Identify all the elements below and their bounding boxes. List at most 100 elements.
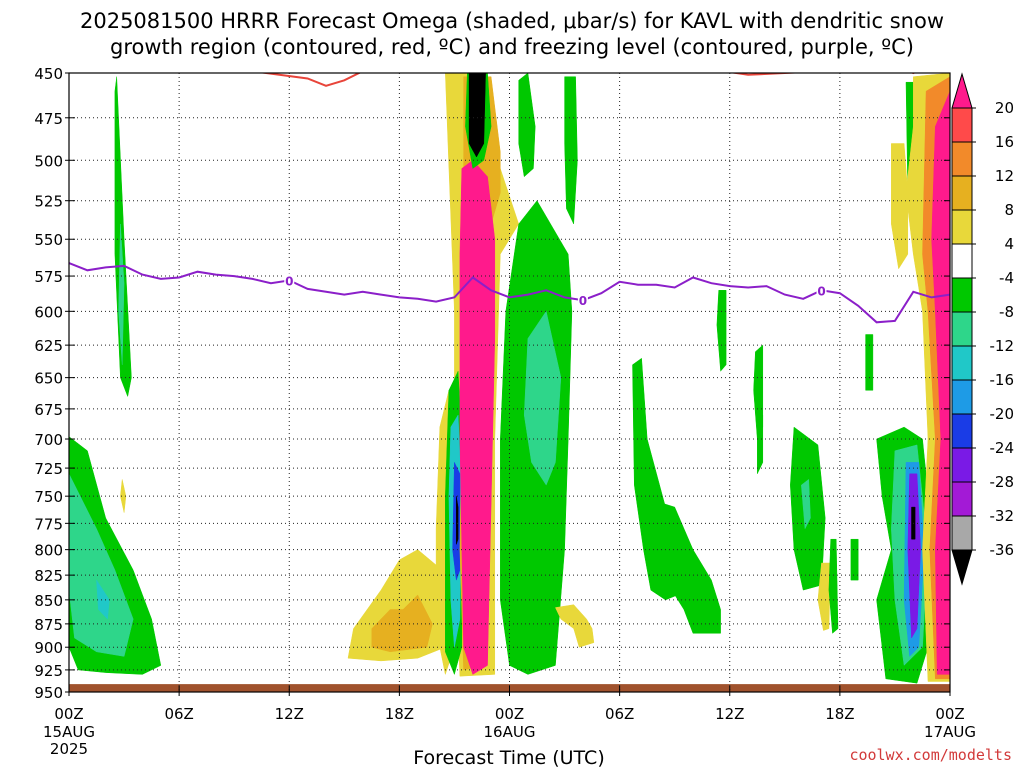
- y-tick-label-950: 950: [34, 684, 63, 702]
- colorbar-bin-8: [951, 345, 973, 381]
- omega-region-7: [371, 594, 433, 653]
- plot-area: 0 0 0: [69, 73, 950, 692]
- x-tick-label-48: 00Z: [935, 705, 964, 723]
- y-tick-label-875: 875: [34, 616, 63, 634]
- y-tick-label-750: 750: [34, 488, 63, 506]
- x-tick-label-42: 18Z: [825, 705, 854, 723]
- y-tick-label-500: 500: [34, 152, 63, 170]
- x-axis-label: Forecast Time (UTC): [413, 747, 604, 768]
- freezing-level-label-1: 0: [579, 294, 587, 308]
- y-tick-label-525: 525: [34, 193, 63, 211]
- colorbar-label-10: -24: [990, 439, 1015, 457]
- colorbar-bin-9: [951, 379, 973, 415]
- colorbar-label-4: 4: [1004, 235, 1014, 253]
- freezing-label-bg-1: [577, 293, 588, 307]
- colorbar-bin-13: [951, 515, 973, 551]
- colorbar-label-5: -4: [999, 269, 1014, 287]
- colorbar-label-3: 8: [1004, 201, 1014, 219]
- chart-title-line2: growth region (contoured, red, ºC) and f…: [110, 35, 914, 59]
- credit-text: coolwx.com/modelts: [849, 746, 1012, 764]
- y-tick-label-475: 475: [34, 110, 63, 128]
- omega-region-27: [757, 414, 764, 475]
- y-tick-label-775: 775: [34, 515, 63, 533]
- colorbar-bin-2: [951, 141, 973, 177]
- axes: 450 475 500 525 550 575 600 625 650 675 700 725 750 7…: [34, 65, 976, 758]
- omega-region-5: [120, 479, 127, 513]
- freezing-label-bg-2: [816, 283, 827, 297]
- y-tick-label-700: 700: [34, 431, 63, 449]
- omega-region-25: [716, 290, 727, 372]
- omega-region-22: [555, 604, 595, 648]
- colorbar: 20 16 12 8 4 -4 -8 -12 -16 -20 -24 -28 -32 -36: [951, 72, 1015, 586]
- omega-region-15: [459, 160, 496, 675]
- colorbar-label-7: -12: [990, 337, 1015, 355]
- colorbar-top-arrow: [951, 72, 973, 109]
- omega-region-3: [69, 473, 134, 657]
- y-tick-label-850: 850: [34, 592, 63, 610]
- colorbar-bottom-arrow: [951, 549, 973, 586]
- omega-region-17: [468, 73, 486, 158]
- colorbar-label-0: 20: [995, 99, 1014, 117]
- colorbar-label-12: -32: [990, 507, 1015, 525]
- freezing-level-label-2: 0: [817, 284, 825, 298]
- freezing-level-line: [69, 262, 950, 324]
- colorbar-label-13: -36: [990, 541, 1015, 559]
- colorbar-label-11: -28: [990, 473, 1015, 491]
- y-tick-label-725: 725: [34, 460, 63, 478]
- y-tick-label-675: 675: [34, 401, 63, 419]
- colorbar-bin-1: [951, 107, 973, 143]
- y-tick-label-800: 800: [34, 542, 63, 560]
- y-tick-label-925: 925: [34, 662, 63, 680]
- omega-region-40: [891, 143, 909, 270]
- omega-region-32: [850, 538, 859, 581]
- omega-region-43: [931, 90, 950, 675]
- omega-region-19: [523, 311, 562, 486]
- y-tick-label-550: 550: [34, 231, 63, 249]
- omega-region-31: [828, 538, 839, 634]
- x-tick-label-12: 12Z: [275, 705, 304, 723]
- x-tick-date-0: 15AUG: [43, 723, 95, 741]
- colorbar-bin-11: [951, 447, 973, 483]
- x-tick-label-0: 00Z: [54, 705, 83, 723]
- y-tick-label-625: 625: [34, 337, 63, 355]
- x-tick-label-18: 18Z: [385, 705, 414, 723]
- x-tick-label-36: 12Z: [715, 705, 744, 723]
- colorbar-label-1: 16: [995, 133, 1014, 151]
- freezing-label-bg-0: [284, 273, 295, 287]
- colorbar-bin-5: [951, 243, 973, 279]
- x-tick-label-6: 06Z: [164, 705, 193, 723]
- omega-region-29: [801, 479, 811, 529]
- omega-region-21: [564, 76, 578, 225]
- colorbar-bin-3: [951, 175, 973, 211]
- omega-region-20: [518, 73, 536, 177]
- freezing-level-label-0: 0: [285, 274, 293, 288]
- colorbar-bin-4: [951, 209, 973, 245]
- plot-inner: 0 0 0: [69, 73, 950, 692]
- x-tick-date-48: 17AUG: [924, 723, 976, 741]
- omega-region-13: [456, 495, 459, 545]
- omega-region-33: [865, 334, 874, 391]
- x-tick-date-24: 16AUG: [484, 723, 536, 741]
- x-tick-label-30: 06Z: [605, 705, 634, 723]
- colorbar-bin-12: [951, 481, 973, 517]
- x-tick-label-24: 00Z: [495, 705, 524, 723]
- colorbar-bin-6: [951, 277, 973, 313]
- colorbar-label-8: -16: [990, 371, 1015, 389]
- x-tick-year-0: 2025: [50, 740, 88, 758]
- y-tick-label-825: 825: [34, 567, 63, 585]
- dgz-contour-0: [258, 73, 362, 87]
- colorbar-bin-7: [951, 311, 973, 347]
- chart-title-line1: 2025081500 HRRR Forecast Omega (shaded, …: [80, 9, 944, 33]
- y-tick-label-600: 600: [34, 303, 63, 321]
- y-tick-label-650: 650: [34, 370, 63, 388]
- colorbar-label-6: -8: [999, 303, 1014, 321]
- y-tick-label-900: 900: [34, 639, 63, 657]
- y-tick-label-575: 575: [34, 268, 63, 286]
- omega-region-30: [817, 562, 831, 631]
- colorbar-label-9: -20: [990, 405, 1015, 423]
- omega-region-37: [907, 473, 921, 639]
- omega-region-1: [118, 223, 125, 366]
- colorbar-bin-10: [951, 413, 973, 449]
- y-tick-label-450: 450: [34, 65, 63, 83]
